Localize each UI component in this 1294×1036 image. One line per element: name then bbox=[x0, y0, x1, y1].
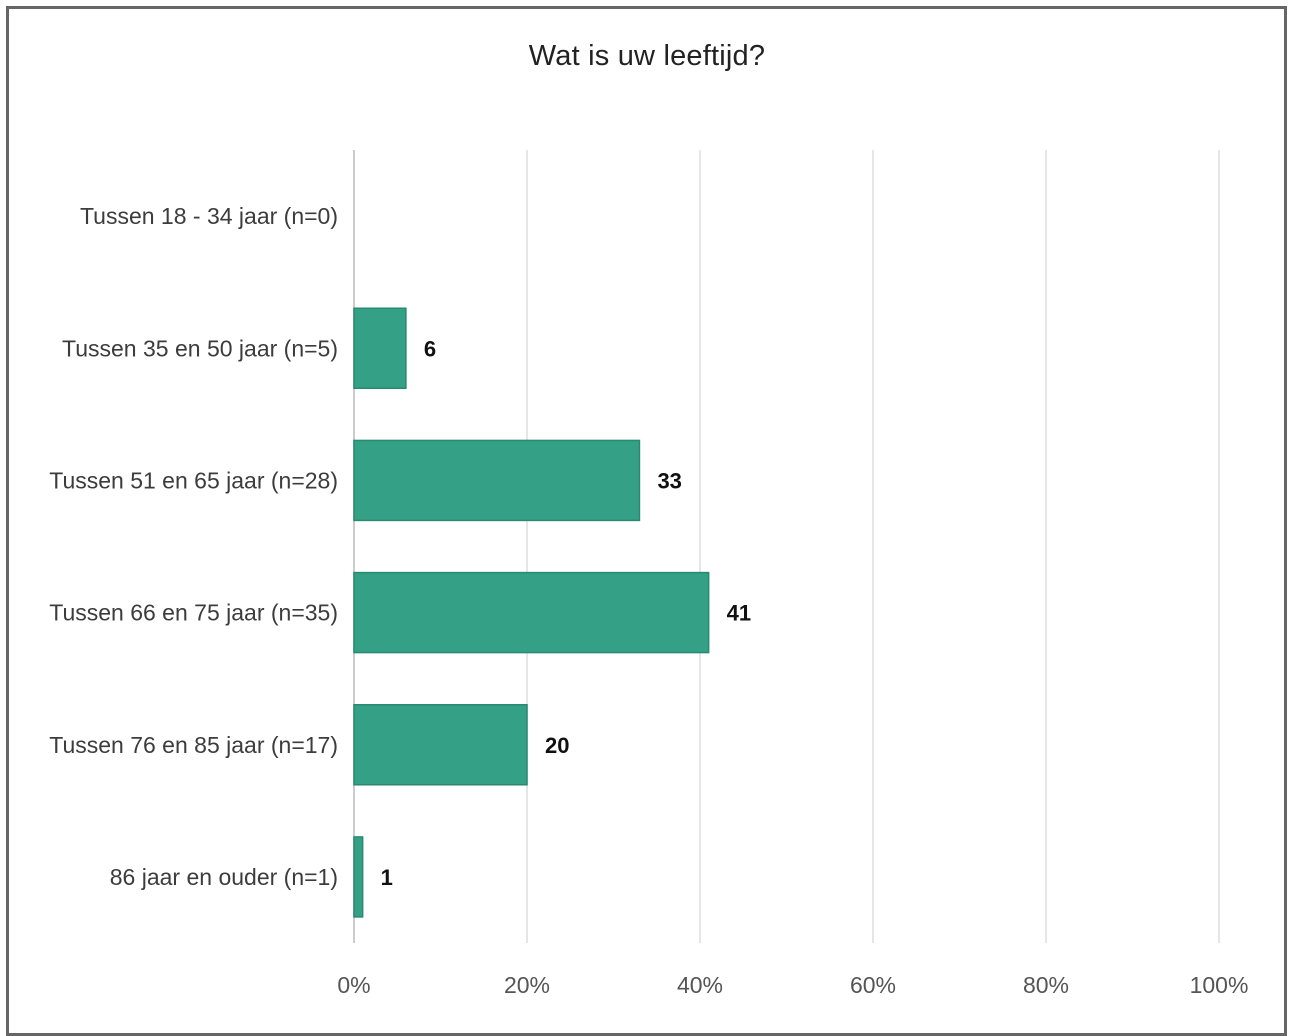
category-label: 86 jaar en ouder (n=1) bbox=[110, 864, 338, 890]
data-label: 41 bbox=[727, 601, 751, 626]
category-label: Tussen 66 en 75 jaar (n=35) bbox=[49, 600, 338, 626]
category-label: Tussen 35 en 50 jaar (n=5) bbox=[62, 335, 338, 361]
bar bbox=[353, 704, 528, 786]
data-label: 20 bbox=[545, 733, 569, 758]
data-label: 33 bbox=[657, 468, 681, 493]
category-label: Tussen 76 en 85 jaar (n=17) bbox=[49, 732, 338, 758]
x-tick-label: 0% bbox=[337, 972, 370, 998]
data-label: 1 bbox=[381, 865, 393, 890]
bar bbox=[353, 571, 710, 654]
bar bbox=[353, 836, 364, 918]
x-tick-label: 60% bbox=[850, 972, 896, 998]
x-tick-label: 40% bbox=[677, 972, 723, 998]
chart-frame bbox=[6, 6, 1287, 1036]
x-tick-label: 100% bbox=[1190, 972, 1249, 998]
category-label: Tussen 18 - 34 jaar (n=0) bbox=[80, 203, 338, 229]
data-label: 6 bbox=[424, 336, 436, 361]
chart-title: Wat is uw leeftijd? bbox=[528, 40, 766, 72]
category-label: Tussen 51 en 65 jaar (n=28) bbox=[49, 467, 338, 493]
x-tick-label: 80% bbox=[1023, 972, 1069, 998]
bar bbox=[353, 307, 407, 389]
x-tick-label: 20% bbox=[504, 972, 550, 998]
bar bbox=[353, 439, 641, 522]
